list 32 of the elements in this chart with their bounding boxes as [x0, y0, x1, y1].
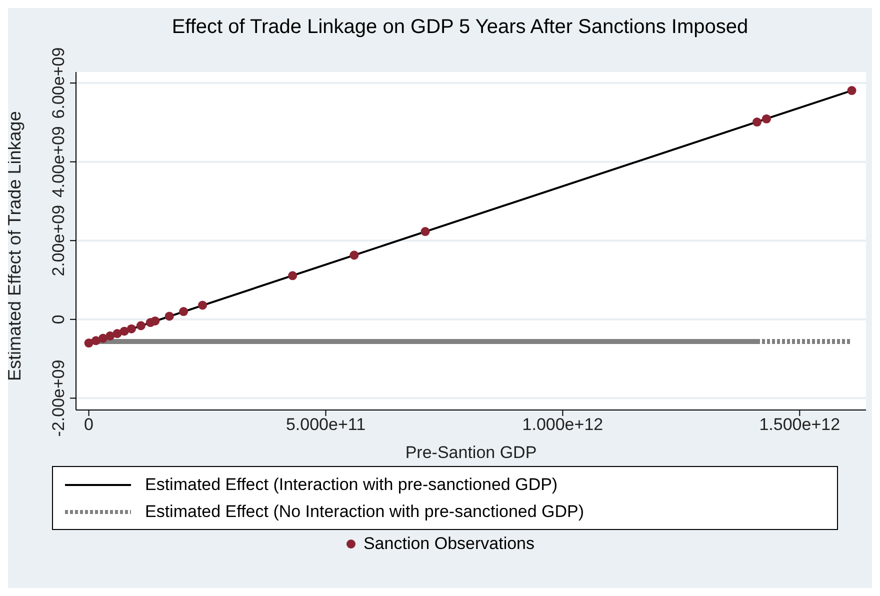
point	[106, 331, 115, 340]
point	[126, 324, 136, 334]
y-tick-label: 4.00e+09	[49, 126, 68, 198]
point	[752, 118, 762, 127]
x-tick-label: 1.500e+12	[759, 415, 840, 434]
point	[98, 334, 108, 343]
point	[198, 300, 208, 310]
point	[847, 86, 856, 96]
point	[350, 250, 359, 260]
legend-label: Estimated Effect (Interaction with pre-sanctioned GDP)	[145, 474, 558, 494]
point	[84, 338, 94, 348]
x-tick-label: 5.000e+11	[286, 415, 366, 434]
point	[288, 271, 298, 280]
x-axis-title: Pre-Santion GDP	[405, 443, 537, 462]
y-tick-label: -2.00e+09	[49, 360, 68, 437]
y-tick-label: 2.00e+09	[49, 204, 68, 276]
y-tick-label: 0	[49, 314, 68, 324]
x-tick-label: 0	[84, 415, 94, 434]
point	[179, 307, 188, 316]
legend-label: Sanction Observations	[363, 534, 535, 554]
legend-label: Estimated Effect (No Interaction with pre-sanctioned GDP)	[145, 502, 584, 522]
point	[136, 321, 146, 330]
point	[420, 227, 430, 236]
y-tick-label: 6.00e+09	[49, 47, 68, 119]
point	[762, 114, 771, 124]
point	[120, 326, 129, 336]
point	[112, 329, 122, 338]
x-tick-label: 1.000e+12	[522, 415, 604, 434]
point	[91, 336, 100, 346]
chart-title: Effect of Trade Linkage on GDP 5 Years After Sanctions Imposed	[170, 15, 750, 40]
point	[164, 312, 174, 321]
point	[150, 316, 160, 326]
